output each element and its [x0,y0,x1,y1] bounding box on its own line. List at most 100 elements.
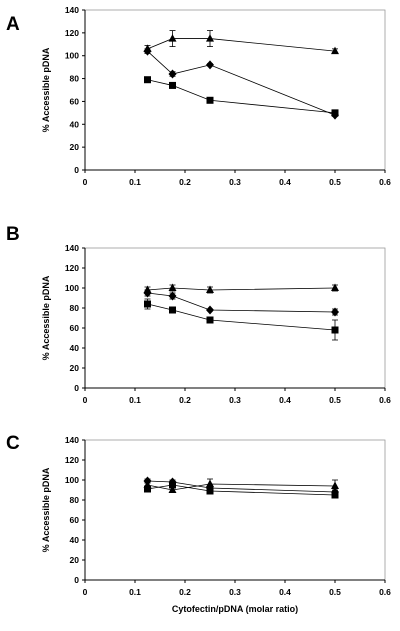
series-square [144,76,339,117]
y-tick-label: 0 [74,575,79,585]
x-tick-label: 0.6 [379,395,391,405]
data-point-square [169,481,176,489]
y-tick-label: 80 [70,74,80,84]
data-point-diamond [143,288,152,298]
y-tick-label: 20 [70,363,80,373]
y-tick-label: 100 [65,475,79,485]
data-point-square [206,96,214,104]
data-point-square [169,306,176,314]
x-tick-label: 0.4 [279,177,291,187]
data-point-triangle [206,479,214,487]
data-point-triangle [331,283,339,291]
y-axis-label: % Accessible pDNA [41,47,51,132]
data-point-triangle [168,485,177,493]
data-point-square [206,316,214,324]
panel-label: C [6,433,20,454]
x-tick-label: 0.4 [279,395,291,405]
series-triangle [143,283,339,294]
data-point-square [331,109,339,117]
data-point-square [331,491,339,499]
x-tick-label: 0.5 [329,177,341,187]
data-point-square [331,326,339,334]
y-tick-label: 140 [65,5,79,15]
series-square [144,481,339,499]
series-line [147,292,336,313]
series-line [147,483,336,491]
y-tick-label: 40 [70,535,80,545]
y-tick-label: 100 [65,283,79,293]
x-tick-label: 0.3 [229,395,241,405]
data-point-triangle [331,481,339,489]
x-tick-label: 0 [83,395,88,405]
series-line [147,79,336,114]
y-tick-label: 20 [70,555,80,565]
x-tick-label: 0.3 [229,177,241,187]
plot-frame [84,247,386,389]
y-axis-label: % Accessible pDNA [41,275,51,360]
y-tick-label: 0 [74,165,79,175]
series-line [147,480,336,493]
y-tick-label: 140 [65,435,79,445]
x-tick-label: 0.2 [179,395,191,405]
data-point-triangle [168,34,177,42]
panel-a: 0 20 40 60 80 100 120 140 0 0.1 0.2 0.3 0.4 0.5 0.6 % A… [6,5,391,187]
y-tick-label: 40 [70,343,80,353]
y-tick-label: 140 [65,243,79,253]
x-axis-label: Cytofectin/pDNA (molar ratio) [172,604,298,614]
y-tick-label: 60 [70,323,80,333]
data-point-diamond [206,60,214,70]
panel-c: 0 20 40 60 80 100 120 140 0 0.1 0.2 0.3 0.4 0.5 0.6 % A… [6,433,391,614]
x-tick-label: 0.6 [379,587,391,597]
x-tick-label: 0.3 [229,587,241,597]
y-tick-label: 60 [70,515,80,525]
x-tick-label: 0.1 [129,177,141,187]
data-point-triangle [168,283,177,291]
panel-b: 0 20 40 60 80 100 120 140 0 0.1 0.2 0.3 0.4 0.5 0.6 % A… [6,224,391,405]
data-point-triangle [206,34,214,42]
data-point-square [144,485,151,493]
series-line [147,50,336,116]
x-tick-label: 0.1 [129,587,141,597]
x-tick-label: 0 [83,177,88,187]
x-tick-label: 0.4 [279,587,291,597]
data-point-diamond [331,307,339,317]
x-tick-label: 0.1 [129,395,141,405]
x-tick-label: 0.6 [379,177,391,187]
y-tick-label: 100 [65,51,79,61]
data-point-square [144,300,151,308]
x-tick-label: 0.5 [329,587,341,597]
series-triangle [143,30,339,55]
data-point-diamond [206,305,214,315]
data-point-diamond [143,46,152,56]
panel-label: A [6,14,20,35]
y-tick-label: 0 [74,383,79,393]
series-line [147,484,336,496]
x-tick-label: 0.5 [329,395,341,405]
plot-frame [84,9,386,171]
data-point-diamond [168,291,177,301]
x-tick-label: 0.2 [179,587,191,597]
data-point-square [206,487,214,495]
data-point-triangle [331,46,339,55]
series-square [144,298,339,341]
y-tick-label: 20 [70,142,80,152]
y-tick-label: 40 [70,119,80,129]
x-tick-label: 0 [83,587,88,597]
y-tick-label: 60 [70,96,80,106]
series-line [147,38,336,52]
y-axis-label: % Accessible pDNA [41,467,51,552]
data-point-square [144,76,151,84]
y-tick-label: 120 [65,28,79,38]
series-line [147,287,336,291]
y-tick-label: 80 [70,303,80,313]
y-tick-label: 120 [65,455,79,465]
panel-label: B [6,224,20,245]
plot-frame [84,439,386,581]
data-point-triangle [206,285,214,293]
x-tick-label: 0.2 [179,177,191,187]
data-point-diamond [168,69,177,79]
data-point-diamond [143,476,152,486]
series-line [147,303,336,331]
data-point-square [169,81,176,89]
